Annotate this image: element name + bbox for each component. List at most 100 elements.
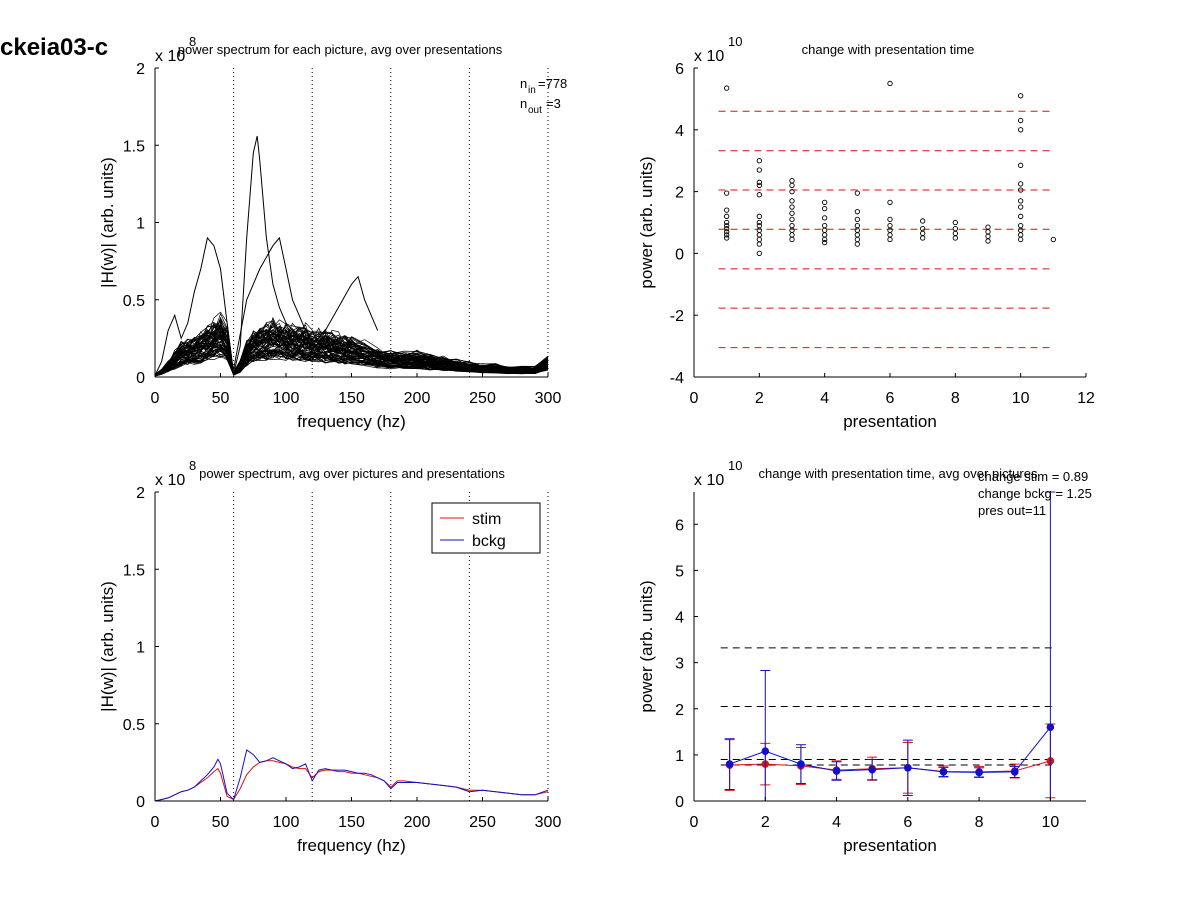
- x-tick-label: 0: [690, 390, 699, 407]
- data-point: [789, 204, 795, 210]
- x-tick-label: 8: [975, 814, 984, 831]
- data-point: [724, 213, 730, 219]
- data-point: [1018, 181, 1024, 187]
- x-tick-label: 50: [212, 814, 230, 831]
- stat-annotation: pres out=11: [978, 503, 1046, 518]
- x-axis-label: presentation: [843, 412, 937, 431]
- y-tick-label: 2: [136, 61, 145, 78]
- data-point: [724, 222, 730, 229]
- y-tick-label: 0.5: [123, 717, 145, 734]
- data-point: [887, 216, 893, 223]
- n-out-symbol: n: [520, 96, 527, 111]
- y-axis-label: power (arb. units): [637, 156, 656, 288]
- x-axis-label: frequency (hz): [297, 412, 406, 431]
- n-in-value: =778: [538, 76, 567, 91]
- data-point: [1050, 236, 1056, 243]
- y-tick-label: 2: [675, 702, 684, 719]
- data-point: [789, 188, 795, 195]
- spectrum-curve: [154, 337, 549, 376]
- data-point: [822, 222, 828, 229]
- x-tick-label: 4: [832, 814, 841, 831]
- data-point: [854, 216, 860, 223]
- series-line-bckg: [154, 749, 549, 802]
- data-point: [985, 224, 991, 230]
- y-tick-label: 4: [675, 610, 684, 627]
- data-point: [789, 210, 795, 216]
- series-marker: [939, 768, 948, 776]
- spectrum-curve: [154, 317, 549, 376]
- x-tick-label: 50: [212, 390, 230, 407]
- data-point: [822, 236, 828, 243]
- data-point: [920, 235, 926, 241]
- data-point: [756, 167, 762, 173]
- data-point: [756, 222, 762, 229]
- series-line: [729, 760, 1051, 773]
- presentation-avg-panel: 0 2 4 6 8 10 0 1 2 3 4 5 6 presentation power (arb. un…: [637, 458, 1092, 855]
- series-marker: [1010, 768, 1019, 776]
- data-point: [724, 232, 730, 238]
- data-point: [756, 250, 762, 257]
- x-tick-label: 300: [535, 814, 562, 831]
- data-point: [887, 232, 893, 238]
- y-tick-label: 4: [675, 123, 684, 140]
- data-point: [789, 198, 795, 204]
- y-tick-label: 2: [136, 485, 145, 502]
- data-point: [887, 227, 893, 233]
- y-tick-label: 2: [675, 185, 684, 202]
- legend-box: [431, 502, 541, 554]
- data-point: [854, 241, 860, 247]
- series-marker: [832, 767, 841, 775]
- data-point: [1018, 198, 1024, 204]
- data-point: [756, 158, 762, 164]
- n-out-value: =3: [546, 96, 561, 111]
- data-point: [952, 226, 958, 232]
- x-tick-label: 100: [273, 814, 300, 831]
- data-point: [789, 227, 795, 233]
- x-tick-label: 150: [338, 814, 365, 831]
- y-tick-label: 0: [675, 794, 684, 811]
- data-point: [985, 233, 991, 240]
- x-tick-label: 0: [151, 814, 160, 831]
- spectrum-curve: [154, 334, 549, 376]
- data-point: [1018, 227, 1024, 233]
- spectrum-peak-curve: [154, 236, 235, 376]
- y-tick-label: 1.5: [123, 562, 145, 579]
- x-axis-label: presentation: [843, 836, 937, 855]
- spectrum-each-picture-panel: 0 50 100 150 200 250 300 0 0.5 1 1.5 2 frequency (hz…: [98, 34, 567, 431]
- data-point: [985, 238, 991, 244]
- n-out-subscript: out: [528, 105, 542, 116]
- y-tick-label: 6: [675, 517, 684, 534]
- data-point: [1018, 213, 1024, 219]
- panel-title: change with presentation time: [802, 42, 975, 57]
- data-point: [920, 226, 926, 232]
- data-point: [756, 241, 762, 247]
- data-point: [756, 179, 762, 185]
- spectrum-curve: [154, 351, 549, 377]
- data-point: [789, 222, 795, 229]
- data-point: [756, 192, 762, 198]
- data-point: [985, 229, 991, 235]
- x-axis-label: frequency (hz): [297, 836, 406, 855]
- y-tick-label: -4: [670, 370, 684, 387]
- panel-title: power spectrum for each picture, avg ove…: [178, 42, 503, 57]
- spectrum-peak-curve: [233, 135, 313, 375]
- series-marker: [725, 760, 734, 768]
- data-point: [724, 235, 730, 241]
- x-tick-label: 200: [404, 390, 431, 407]
- data-point: [789, 216, 795, 223]
- x-tick-label: 12: [1077, 390, 1095, 407]
- x-tick-label: 2: [761, 814, 770, 831]
- x-tick-label: 300: [535, 390, 562, 407]
- series-marker: [975, 768, 983, 777]
- y-tick-label: 0: [136, 370, 145, 387]
- exponent-power: 10: [728, 34, 742, 49]
- series-marker: [761, 747, 770, 755]
- data-point: [854, 232, 860, 238]
- data-point: [756, 232, 762, 238]
- data-point: [724, 85, 730, 91]
- legend-label-bckg: bckg: [472, 533, 506, 550]
- x-tick-label: 250: [469, 814, 496, 831]
- data-point: [1018, 127, 1024, 133]
- data-point: [789, 232, 795, 238]
